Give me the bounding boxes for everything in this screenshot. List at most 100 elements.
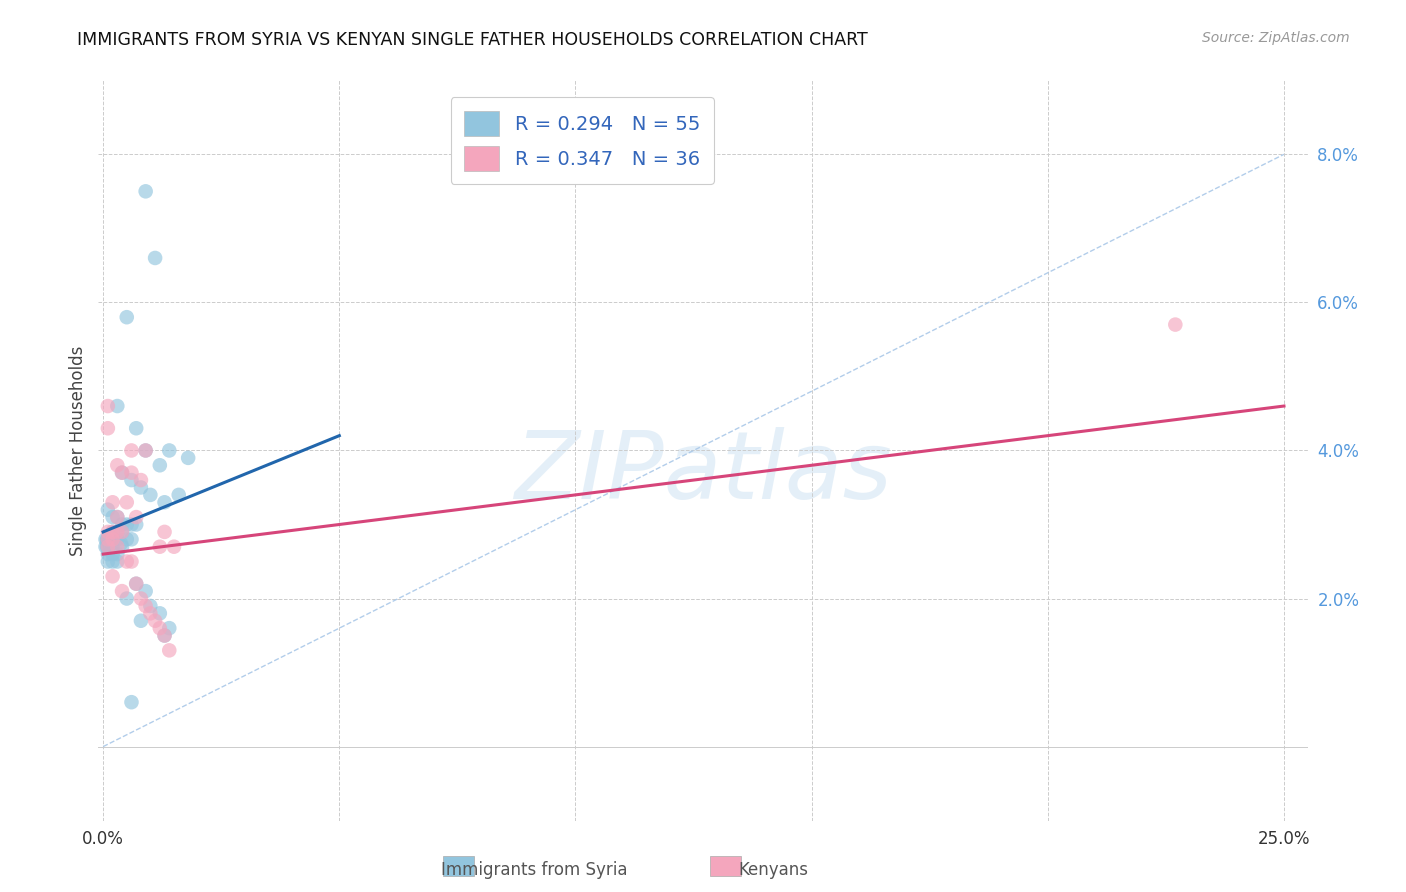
Point — [97, 533, 120, 547]
Point — [135, 584, 157, 599]
Point — [105, 554, 128, 569]
Point — [105, 533, 128, 547]
Text: Immigrants from Syria: Immigrants from Syria — [441, 861, 627, 879]
Point — [101, 569, 124, 583]
Point — [129, 591, 152, 606]
Point — [163, 540, 186, 554]
Point — [129, 614, 152, 628]
Point — [97, 533, 120, 547]
Point — [115, 533, 138, 547]
Point — [105, 399, 128, 413]
Point — [135, 443, 157, 458]
Text: Source: ZipAtlas.com: Source: ZipAtlas.com — [1202, 31, 1350, 45]
Point — [139, 607, 162, 621]
Text: ZIPatlas: ZIPatlas — [515, 427, 891, 518]
Point — [121, 517, 143, 532]
Point — [105, 510, 128, 524]
Point — [111, 540, 134, 554]
Point — [125, 576, 148, 591]
Point — [129, 473, 152, 487]
Point — [105, 510, 128, 524]
Point — [177, 450, 200, 465]
Point — [97, 502, 120, 516]
Point — [149, 607, 172, 621]
Legend: R = 0.294   N = 55, R = 0.347   N = 36: R = 0.294 N = 55, R = 0.347 N = 36 — [450, 97, 714, 185]
Point — [121, 554, 143, 569]
Point — [153, 495, 176, 509]
Point — [101, 540, 124, 554]
Point — [125, 517, 148, 532]
Point — [157, 643, 180, 657]
Point — [101, 526, 124, 541]
Point — [97, 399, 120, 413]
Point — [97, 524, 120, 539]
Point — [143, 614, 166, 628]
Text: Kenyans: Kenyans — [738, 861, 808, 879]
Point — [125, 510, 148, 524]
Point — [153, 524, 176, 539]
Point — [115, 495, 138, 509]
Point — [111, 517, 134, 532]
Point — [157, 443, 180, 458]
Point — [135, 443, 157, 458]
Point — [105, 524, 128, 539]
Point — [153, 629, 176, 643]
Point — [97, 540, 120, 554]
Point — [101, 524, 124, 539]
Point — [94, 540, 117, 554]
Point — [115, 517, 138, 532]
Point — [111, 524, 134, 539]
Point — [139, 599, 162, 613]
Point — [139, 488, 162, 502]
Point — [125, 421, 148, 435]
Point — [115, 591, 138, 606]
Y-axis label: Single Father Households: Single Father Households — [69, 345, 87, 556]
Point — [101, 547, 124, 561]
Point — [105, 547, 128, 561]
Point — [121, 443, 143, 458]
Point — [129, 480, 152, 494]
Text: IMMIGRANTS FROM SYRIA VS KENYAN SINGLE FATHER HOUSEHOLDS CORRELATION CHART: IMMIGRANTS FROM SYRIA VS KENYAN SINGLE F… — [77, 31, 868, 49]
Point — [94, 533, 117, 547]
Point — [121, 473, 143, 487]
Point — [121, 695, 143, 709]
Point — [167, 488, 190, 502]
Point — [97, 547, 120, 561]
Point — [135, 599, 157, 613]
Point — [101, 495, 124, 509]
Point — [121, 533, 143, 547]
Point — [97, 421, 120, 435]
Point — [105, 524, 128, 539]
Point — [149, 621, 172, 635]
Point — [149, 458, 172, 473]
Point — [115, 554, 138, 569]
Point — [157, 621, 180, 635]
Point — [111, 466, 134, 480]
Point — [101, 533, 124, 547]
Point — [125, 576, 148, 591]
Point — [96, 533, 118, 547]
Point — [135, 185, 157, 199]
FancyBboxPatch shape — [443, 856, 474, 876]
Point — [97, 554, 120, 569]
Point — [110, 536, 132, 550]
Point — [101, 510, 124, 524]
Point — [111, 524, 134, 539]
Point — [143, 251, 166, 265]
Point — [115, 310, 138, 325]
Point — [153, 629, 176, 643]
FancyBboxPatch shape — [710, 856, 741, 876]
Point — [101, 533, 124, 547]
Point — [149, 540, 172, 554]
Point — [1164, 318, 1187, 332]
Point — [101, 554, 124, 569]
Point — [105, 458, 128, 473]
Point — [97, 533, 120, 547]
Point — [101, 524, 124, 539]
Point — [121, 466, 143, 480]
Point — [97, 540, 120, 554]
Point — [105, 540, 128, 554]
Point — [111, 466, 134, 480]
Point — [96, 540, 118, 554]
Point — [111, 584, 134, 599]
